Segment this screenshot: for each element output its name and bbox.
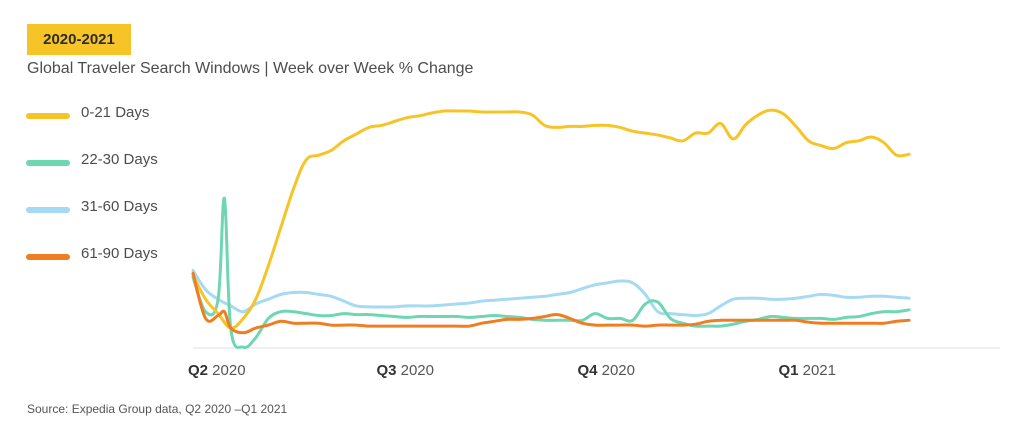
x-tick-label: Q3 2020: [376, 362, 434, 379]
legend-item-0-21-days: 0-21 Days: [26, 102, 186, 149]
legend-label: 31-60 Days: [81, 198, 158, 215]
legend-swatch-0-21-days: [26, 113, 70, 119]
x-tick-label: Q2 2020: [188, 362, 246, 379]
series-line-61-90-days: [191, 271, 911, 335]
legend-item-22-30-days: 22-30 Days: [26, 149, 186, 196]
chart-title: Global Traveler Search Windows | Week ov…: [27, 60, 474, 77]
x-tick-layer: Q2 2020 Q3 2020 Q4 2020 Q1 2021: [188, 362, 836, 379]
legend-item-61-90-days: 61-90 Days: [26, 243, 186, 290]
series-line-22-30-days: [191, 196, 911, 349]
legend-item-31-60-days: 31-60 Days: [26, 196, 186, 243]
series-line-0-21-days: [191, 108, 911, 330]
source-note: Source: Expedia Group data, Q2 2020 –Q1 …: [27, 402, 288, 416]
legend-label: 61-90 Days: [81, 245, 158, 262]
legend: 0-21 Days 22-30 Days 31-60 Days 61-90 Da…: [26, 102, 186, 290]
x-tick-label: Q4 2020: [577, 362, 635, 379]
legend-swatch-31-60-days: [26, 207, 70, 213]
legend-label: 0-21 Days: [81, 104, 150, 121]
x-tick-label: Q1 2021: [778, 362, 836, 379]
legend-swatch-22-30-days: [26, 160, 70, 166]
legend-swatch-61-90-days: [26, 254, 70, 260]
legend-label: 22-30 Days: [81, 151, 158, 168]
series-layer: [191, 108, 911, 349]
year-badge: 2020-2021: [27, 24, 131, 55]
series-line-31-60-days: [191, 268, 911, 318]
